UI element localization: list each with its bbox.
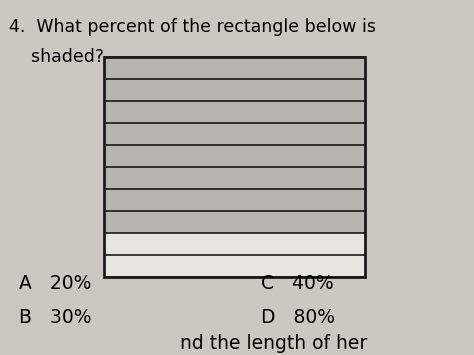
- Bar: [104, 189, 365, 211]
- Bar: [104, 145, 365, 167]
- Text: nd the length of her: nd the length of her: [180, 334, 367, 353]
- Bar: [104, 255, 365, 277]
- Text: shaded?: shaded?: [9, 48, 104, 66]
- Bar: [104, 57, 365, 277]
- Bar: [104, 79, 365, 101]
- Text: D   80%: D 80%: [261, 307, 335, 327]
- Bar: [104, 57, 365, 79]
- Text: B   30%: B 30%: [19, 307, 91, 327]
- Text: A   20%: A 20%: [19, 274, 91, 293]
- Bar: [104, 101, 365, 123]
- Text: C   40%: C 40%: [261, 274, 333, 293]
- Bar: [104, 211, 365, 233]
- Bar: [104, 167, 365, 189]
- Bar: [104, 233, 365, 255]
- Bar: [104, 123, 365, 145]
- Text: 4.  What percent of the rectangle below is: 4. What percent of the rectangle below i…: [9, 18, 376, 36]
